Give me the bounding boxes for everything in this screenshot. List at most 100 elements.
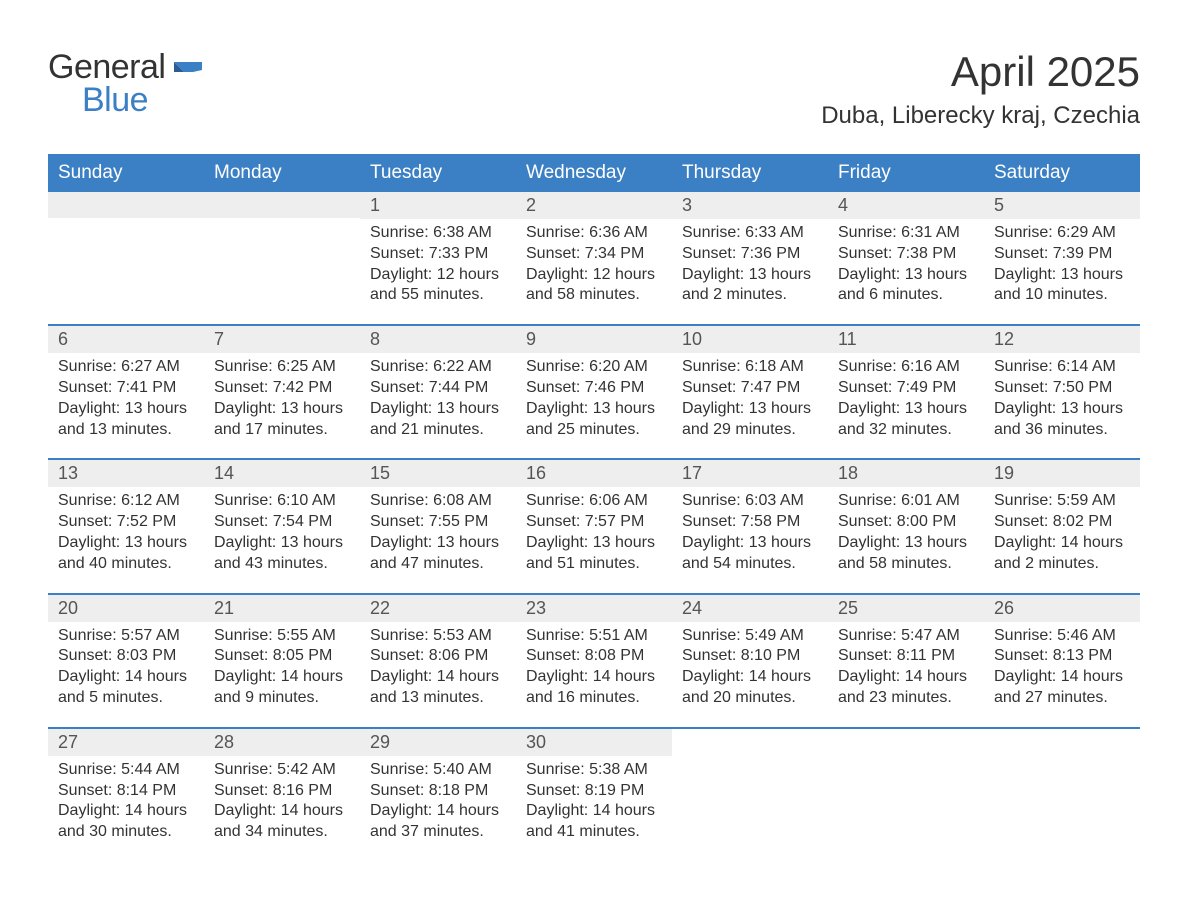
day-number: 21 <box>204 595 360 622</box>
day-data: Sunrise: 6:36 AMSunset: 7:34 PMDaylight:… <box>516 219 672 314</box>
sunset: Sunset: 7:57 PM <box>526 512 662 533</box>
day-data: Sunrise: 6:12 AMSunset: 7:52 PMDaylight:… <box>48 487 204 582</box>
sunrise: Sunrise: 5:38 AM <box>526 760 662 781</box>
day-data: Sunrise: 5:46 AMSunset: 8:13 PMDaylight:… <box>984 622 1140 717</box>
daylight: Daylight: 14 hours and 20 minutes. <box>682 667 818 709</box>
daylight: Daylight: 14 hours and 9 minutes. <box>214 667 350 709</box>
day-data: Sunrise: 6:16 AMSunset: 7:49 PMDaylight:… <box>828 353 984 448</box>
sunset: Sunset: 8:10 PM <box>682 646 818 667</box>
week-row: 20Sunrise: 5:57 AMSunset: 8:03 PMDayligh… <box>48 593 1140 717</box>
day-data: Sunrise: 6:29 AMSunset: 7:39 PMDaylight:… <box>984 219 1140 314</box>
daylight: Daylight: 14 hours and 27 minutes. <box>994 667 1130 709</box>
daylight: Daylight: 13 hours and 47 minutes. <box>370 533 506 575</box>
day-cell: 13Sunrise: 6:12 AMSunset: 7:52 PMDayligh… <box>48 460 204 582</box>
sunrise: Sunrise: 6:25 AM <box>214 357 350 378</box>
sunset: Sunset: 7:52 PM <box>58 512 194 533</box>
daylight: Daylight: 12 hours and 55 minutes. <box>370 265 506 307</box>
day-number: 30 <box>516 729 672 756</box>
day-number: 6 <box>48 326 204 353</box>
daylight: Daylight: 13 hours and 6 minutes. <box>838 265 974 307</box>
sunset: Sunset: 7:58 PM <box>682 512 818 533</box>
day-cell: 12Sunrise: 6:14 AMSunset: 7:50 PMDayligh… <box>984 326 1140 448</box>
day-cell: 3Sunrise: 6:33 AMSunset: 7:36 PMDaylight… <box>672 192 828 314</box>
day-data: Sunrise: 5:53 AMSunset: 8:06 PMDaylight:… <box>360 622 516 717</box>
day-data: Sunrise: 6:22 AMSunset: 7:44 PMDaylight:… <box>360 353 516 448</box>
sunrise: Sunrise: 6:20 AM <box>526 357 662 378</box>
day-data: Sunrise: 6:06 AMSunset: 7:57 PMDaylight:… <box>516 487 672 582</box>
daylight: Daylight: 13 hours and 54 minutes. <box>682 533 818 575</box>
day-data: Sunrise: 5:55 AMSunset: 8:05 PMDaylight:… <box>204 622 360 717</box>
dow-saturday: Saturday <box>984 154 1140 192</box>
day-number <box>48 192 204 218</box>
sunset: Sunset: 8:18 PM <box>370 781 506 802</box>
day-cell: 23Sunrise: 5:51 AMSunset: 8:08 PMDayligh… <box>516 595 672 717</box>
day-data: Sunrise: 5:51 AMSunset: 8:08 PMDaylight:… <box>516 622 672 717</box>
sunrise: Sunrise: 6:03 AM <box>682 491 818 512</box>
day-number <box>984 729 1140 755</box>
day-cell: 25Sunrise: 5:47 AMSunset: 8:11 PMDayligh… <box>828 595 984 717</box>
day-data: Sunrise: 6:14 AMSunset: 7:50 PMDaylight:… <box>984 353 1140 448</box>
daylight: Daylight: 13 hours and 29 minutes. <box>682 399 818 441</box>
daylight: Daylight: 13 hours and 17 minutes. <box>214 399 350 441</box>
day-data: Sunrise: 6:10 AMSunset: 7:54 PMDaylight:… <box>204 487 360 582</box>
day-number <box>828 729 984 755</box>
day-number: 12 <box>984 326 1140 353</box>
sunset: Sunset: 7:47 PM <box>682 378 818 399</box>
sunset: Sunset: 8:11 PM <box>838 646 974 667</box>
day-cell: 29Sunrise: 5:40 AMSunset: 8:18 PMDayligh… <box>360 729 516 851</box>
sunrise: Sunrise: 6:38 AM <box>370 223 506 244</box>
day-data: Sunrise: 5:47 AMSunset: 8:11 PMDaylight:… <box>828 622 984 717</box>
sunrise: Sunrise: 5:53 AM <box>370 626 506 647</box>
day-cell: 20Sunrise: 5:57 AMSunset: 8:03 PMDayligh… <box>48 595 204 717</box>
daylight: Daylight: 14 hours and 16 minutes. <box>526 667 662 709</box>
sunset: Sunset: 7:50 PM <box>994 378 1130 399</box>
daylight: Daylight: 14 hours and 23 minutes. <box>838 667 974 709</box>
day-cell: 7Sunrise: 6:25 AMSunset: 7:42 PMDaylight… <box>204 326 360 448</box>
day-cell: 1Sunrise: 6:38 AMSunset: 7:33 PMDaylight… <box>360 192 516 314</box>
daylight: Daylight: 13 hours and 51 minutes. <box>526 533 662 575</box>
sunrise: Sunrise: 6:36 AM <box>526 223 662 244</box>
day-number: 23 <box>516 595 672 622</box>
dow-sunday: Sunday <box>48 154 204 192</box>
day-number: 24 <box>672 595 828 622</box>
sunset: Sunset: 7:39 PM <box>994 244 1130 265</box>
day-number: 8 <box>360 326 516 353</box>
sunrise: Sunrise: 6:01 AM <box>838 491 974 512</box>
sunrise: Sunrise: 5:59 AM <box>994 491 1130 512</box>
day-number: 13 <box>48 460 204 487</box>
day-cell: 26Sunrise: 5:46 AMSunset: 8:13 PMDayligh… <box>984 595 1140 717</box>
page-title: April 2025 <box>821 48 1140 96</box>
dow-tuesday: Tuesday <box>360 154 516 192</box>
sunrise: Sunrise: 5:44 AM <box>58 760 194 781</box>
sunrise: Sunrise: 6:14 AM <box>994 357 1130 378</box>
day-data: Sunrise: 5:59 AMSunset: 8:02 PMDaylight:… <box>984 487 1140 582</box>
day-data: Sunrise: 5:49 AMSunset: 8:10 PMDaylight:… <box>672 622 828 717</box>
daylight: Daylight: 13 hours and 25 minutes. <box>526 399 662 441</box>
day-number: 3 <box>672 192 828 219</box>
day-number: 26 <box>984 595 1140 622</box>
day-number: 5 <box>984 192 1140 219</box>
sunrise: Sunrise: 6:31 AM <box>838 223 974 244</box>
sunset: Sunset: 8:14 PM <box>58 781 194 802</box>
sunset: Sunset: 8:19 PM <box>526 781 662 802</box>
week-row: 1Sunrise: 6:38 AMSunset: 7:33 PMDaylight… <box>48 192 1140 314</box>
daylight: Daylight: 12 hours and 58 minutes. <box>526 265 662 307</box>
day-number: 22 <box>360 595 516 622</box>
day-number: 18 <box>828 460 984 487</box>
sunrise: Sunrise: 5:40 AM <box>370 760 506 781</box>
sunrise: Sunrise: 6:33 AM <box>682 223 818 244</box>
dayofweek-header: Sunday Monday Tuesday Wednesday Thursday… <box>48 154 1140 192</box>
daylight: Daylight: 13 hours and 40 minutes. <box>58 533 194 575</box>
daylight: Daylight: 13 hours and 21 minutes. <box>370 399 506 441</box>
calendar-page: General Blue April 2025 Duba, Liberecky … <box>0 0 1188 891</box>
sunrise: Sunrise: 6:29 AM <box>994 223 1130 244</box>
daylight: Daylight: 13 hours and 43 minutes. <box>214 533 350 575</box>
sunrise: Sunrise: 6:10 AM <box>214 491 350 512</box>
sunset: Sunset: 7:34 PM <box>526 244 662 265</box>
day-cell: 18Sunrise: 6:01 AMSunset: 8:00 PMDayligh… <box>828 460 984 582</box>
sunset: Sunset: 7:41 PM <box>58 378 194 399</box>
logo: General Blue <box>48 48 208 120</box>
day-number: 1 <box>360 192 516 219</box>
day-cell: 21Sunrise: 5:55 AMSunset: 8:05 PMDayligh… <box>204 595 360 717</box>
sunrise: Sunrise: 5:57 AM <box>58 626 194 647</box>
